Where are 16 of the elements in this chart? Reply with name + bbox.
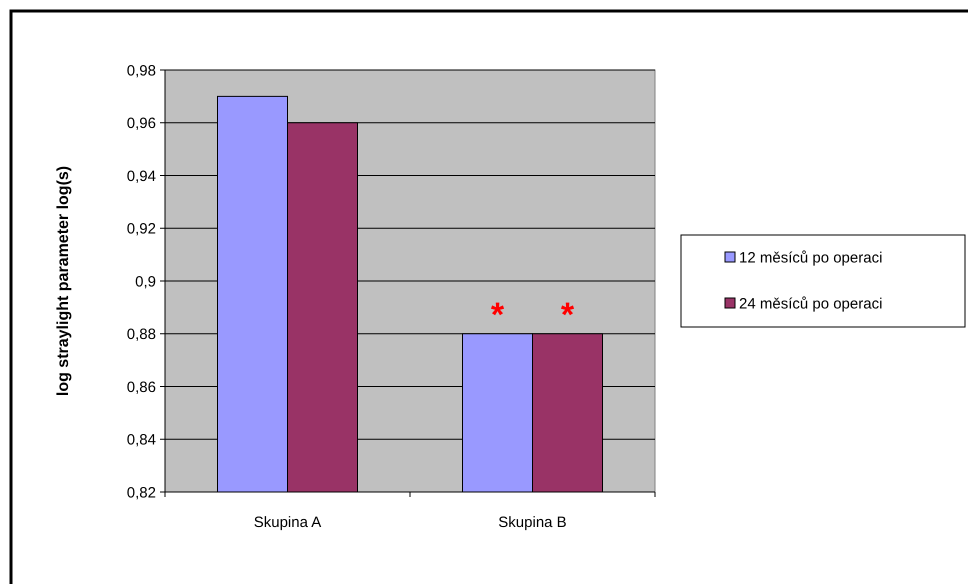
y-tick-label: 0,88 [126, 326, 156, 343]
y-tick-label: 0,94 [126, 168, 156, 185]
y-tick-label: 0,82 [126, 484, 156, 502]
y-tick-label: 0,86 [126, 378, 156, 396]
y-tick-label: 0,92 [126, 220, 156, 238]
annotation: * [490, 296, 505, 334]
legend-label: 12 měsíců po operaci [739, 249, 882, 266]
legend-label: 24 měsíců po operaci [739, 295, 882, 312]
y-tick-label: 0,96 [126, 115, 156, 132]
x-tick-label: Skupina B [498, 514, 567, 531]
x-tick-label: Skupina A [254, 514, 322, 531]
y-tick-label: 0,84 [126, 432, 156, 448]
annotation: * [560, 296, 575, 334]
y-axis-title: log straylight parameter log(s) [55, 166, 72, 396]
y-tick-label: 0,98 [126, 62, 156, 80]
y-tick-label: 0,9 [135, 273, 156, 290]
